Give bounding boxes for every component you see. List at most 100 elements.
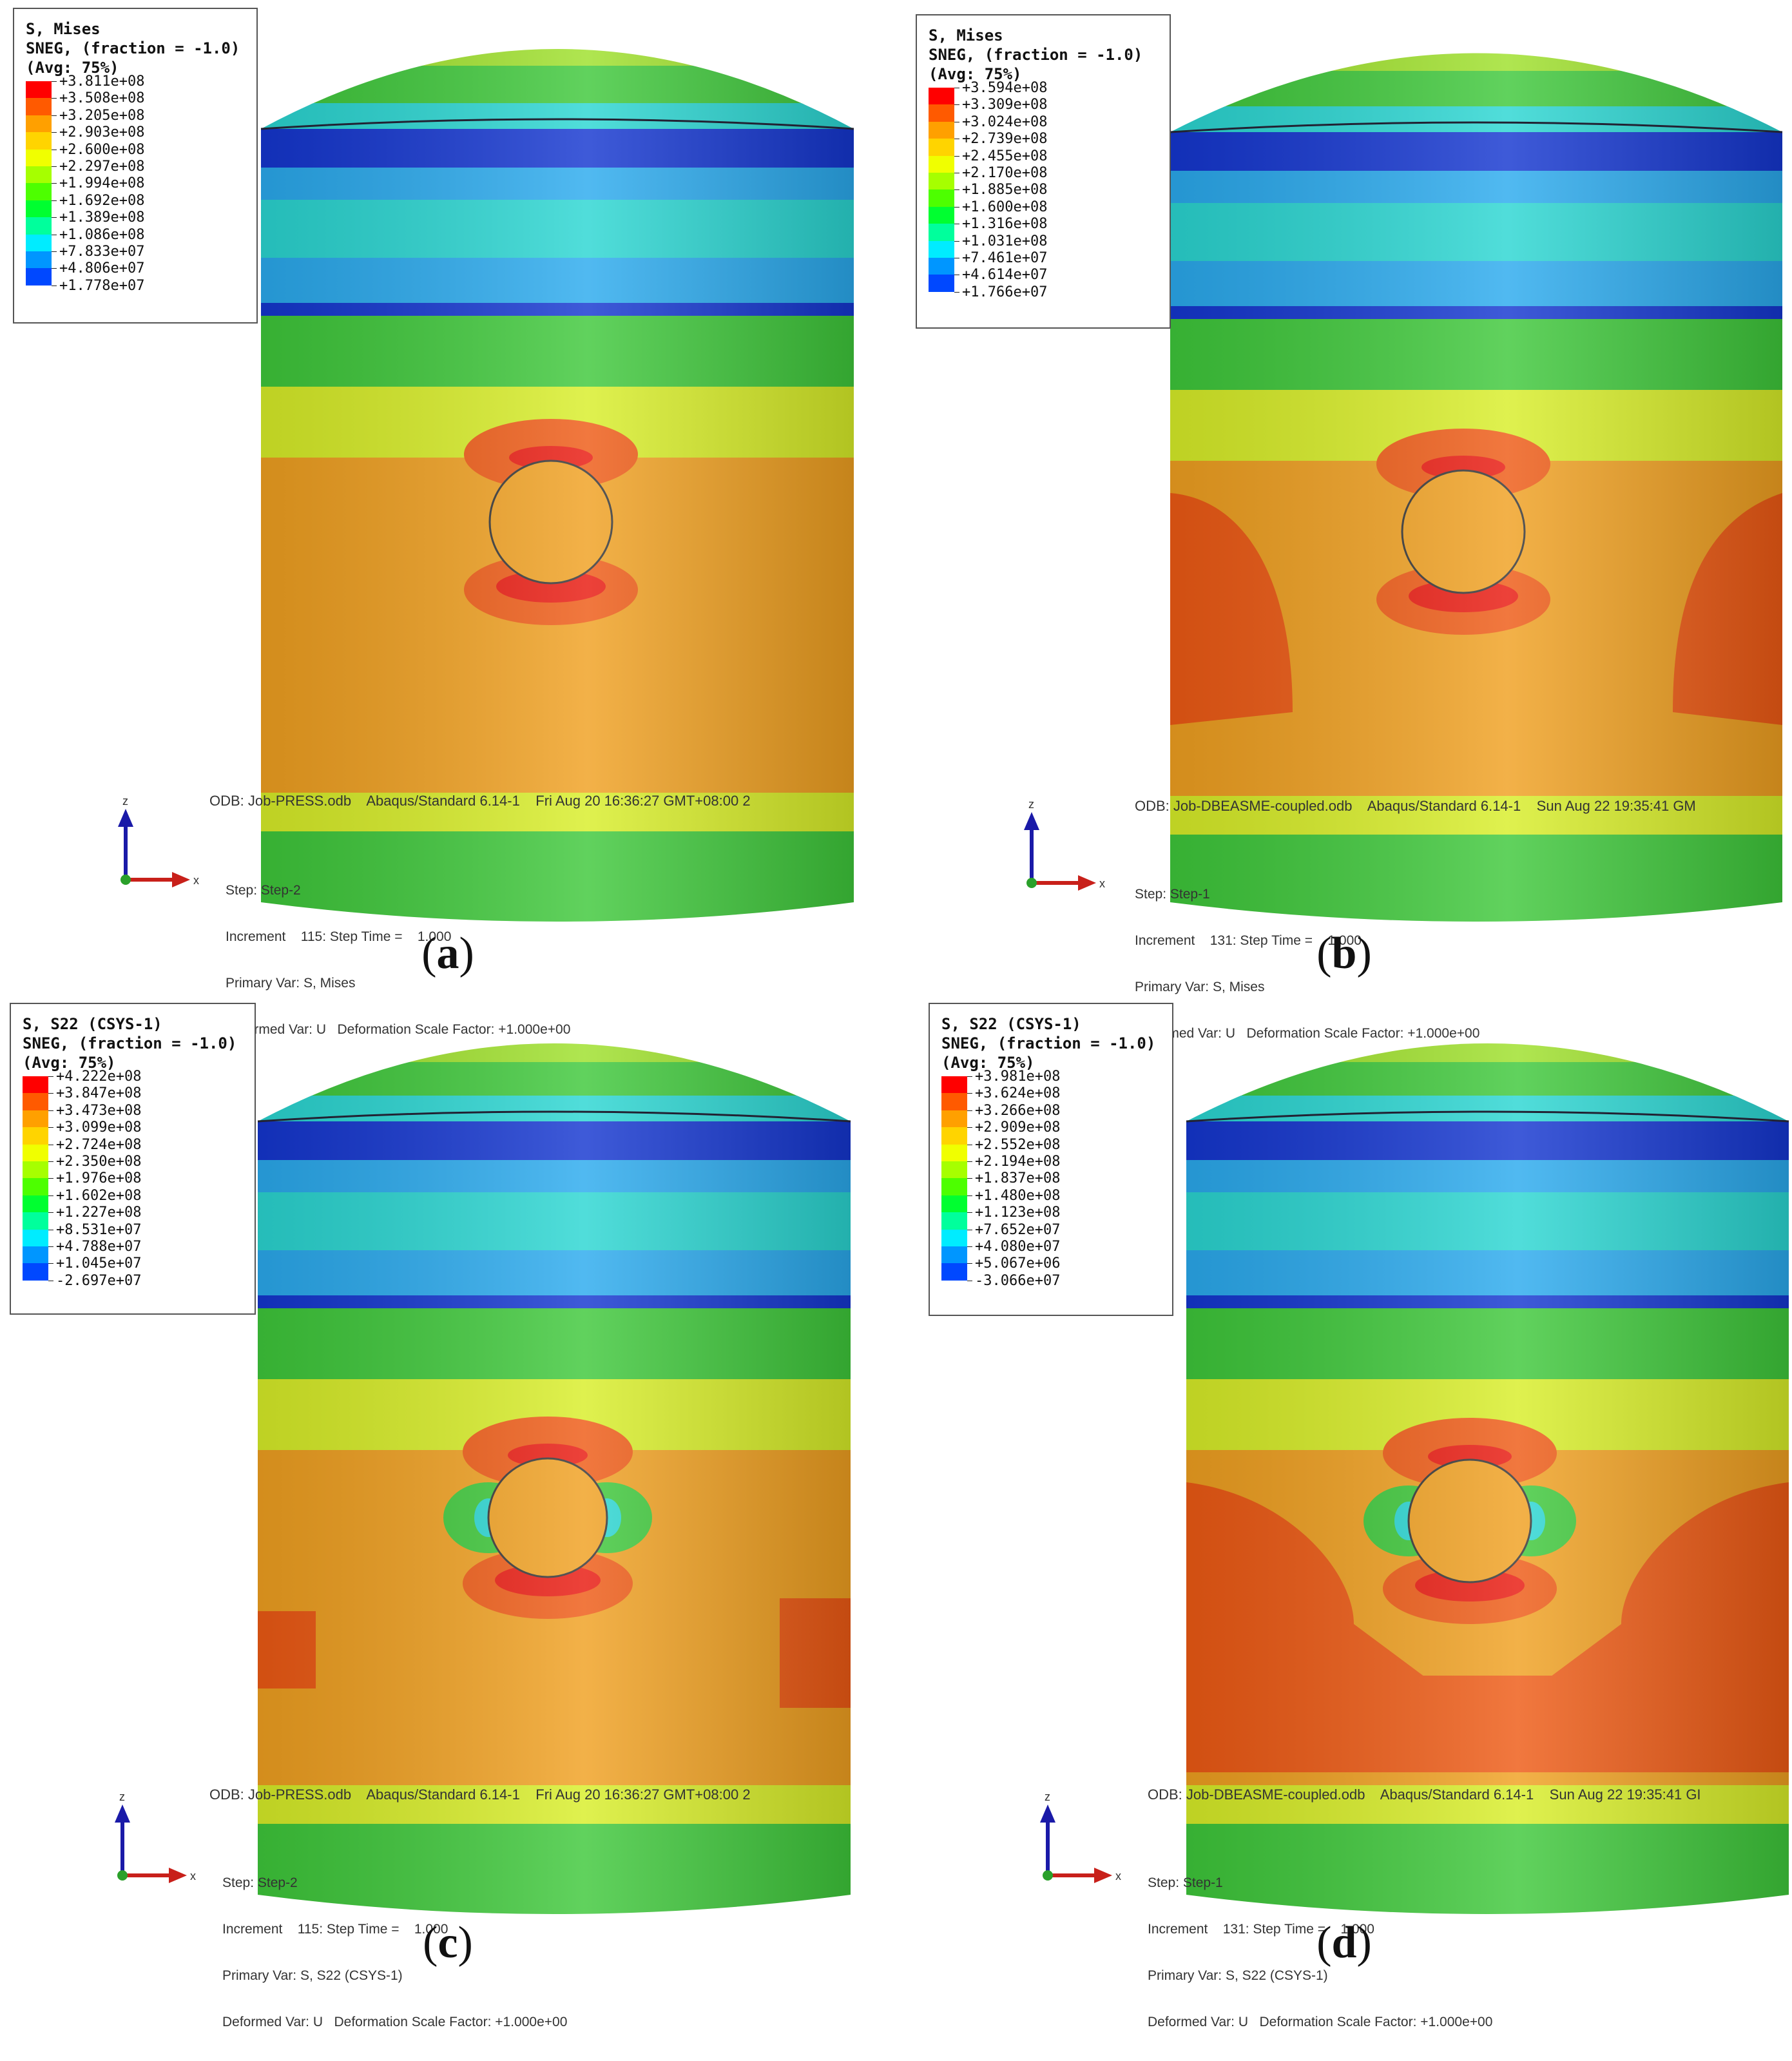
legend-row: +5.067e+06 [941, 1257, 1161, 1281]
legend-row: +2.297e+08 [26, 159, 245, 184]
odb-info: ODB: Job-DBEASME-coupled.odb Abaqus/Stan… [1148, 1786, 1701, 1803]
legend-c: S, S22 (CSYS-1) SNEG, (fraction = -1.0) … [10, 1003, 256, 1315]
step-line: Increment 131: Step Time = 1.000 [1135, 933, 1362, 948]
legend-tick [52, 132, 57, 133]
legend-swatch [941, 1110, 967, 1128]
legend-tick [52, 200, 57, 201]
legend-row: +8.531e+07 [23, 1223, 243, 1246]
legend-row: +2.909e+08 [941, 1121, 1161, 1145]
legend-swatch [23, 1144, 48, 1161]
legend-value: +3.024e+08 [962, 113, 1048, 130]
legend-swatch [23, 1263, 48, 1281]
legend-swatch [929, 206, 954, 224]
legend-row: +3.594e+08 [929, 81, 1158, 105]
legend-row: +2.455e+08 [929, 149, 1158, 173]
legend-tick [967, 1127, 972, 1128]
legend-row: +3.205e+08 [26, 108, 245, 133]
legend-tick [48, 1161, 53, 1162]
legend-swatch [941, 1195, 967, 1213]
step-line: Primary Var: S, Mises [1135, 980, 1265, 994]
legend-value: +3.624e+08 [975, 1085, 1061, 1102]
legend-value: +3.847e+08 [56, 1085, 142, 1102]
legend-row: +2.194e+08 [941, 1154, 1161, 1179]
legend-swatch [23, 1229, 48, 1246]
legend-value: +3.473e+08 [56, 1102, 142, 1119]
axis-label-x: x [1099, 877, 1105, 890]
step-line: Increment 115: Step Time = 1.000 [226, 929, 452, 944]
contour-plot-b [1170, 53, 1783, 922]
legend-tick [52, 98, 57, 99]
legend-value: +3.309e+08 [962, 97, 1048, 113]
legend-tick [954, 155, 959, 157]
shading [261, 49, 854, 922]
tank-body [258, 1043, 851, 1914]
legend-row: +4.080e+07 [941, 1239, 1161, 1264]
legend-row: +1.316e+08 [929, 217, 1158, 241]
legend-value: +1.389e+08 [59, 209, 145, 226]
step-line: Increment 115: Step Time = 1.000 [222, 1922, 448, 1937]
legend-value: +3.594e+08 [962, 80, 1048, 96]
legend-value: +2.455e+08 [962, 148, 1048, 164]
shading [1170, 53, 1782, 922]
axis-label-x: x [193, 874, 199, 887]
dome-seam [257, 1110, 851, 1123]
legend-swatch [23, 1093, 48, 1110]
legend-swatch [941, 1093, 967, 1110]
legend-swatch [929, 172, 954, 190]
legend-swatch [23, 1161, 48, 1179]
legend-swatch [23, 1178, 48, 1195]
legend-subtitle: SNEG, (fraction = -1.0) [26, 39, 240, 57]
legend-value: +4.080e+07 [975, 1238, 1061, 1255]
legend-value: +2.170e+08 [962, 164, 1048, 181]
legend-swatch [941, 1263, 967, 1281]
tank-body [1170, 53, 1782, 922]
legend-b: S, Mises SNEG, (fraction = -1.0) (Avg: 7… [916, 14, 1171, 329]
legend-row: +1.031e+08 [929, 234, 1158, 258]
legend-rows: +4.222e+08 +3.847e+08 +3.473e+08 +3.099e+08… [23, 1070, 243, 1297]
legend-value: +1.480e+08 [975, 1187, 1061, 1204]
legend-value: +1.600e+08 [962, 198, 1048, 215]
legend-tick [967, 1246, 972, 1247]
legend-swatch [929, 104, 954, 122]
legend-value: +1.692e+08 [59, 192, 145, 209]
caption-a: (a) [421, 929, 474, 978]
legend-row: +4.614e+07 [929, 268, 1158, 292]
legend-row: +2.739e+08 [929, 132, 1158, 156]
legend-row: +1.885e+08 [929, 183, 1158, 207]
dome-seam [260, 118, 854, 130]
step-line: Deformed Var: U Deformation Scale Factor… [222, 2015, 568, 2029]
legend-title: S, Mises [929, 26, 1003, 44]
shading [258, 1043, 851, 1914]
legend-swatch [941, 1212, 967, 1230]
legend-value: +2.724e+08 [56, 1136, 142, 1153]
legend-row: +3.309e+08 [929, 98, 1158, 122]
legend-value: +1.837e+08 [975, 1170, 1061, 1187]
axis-label-z: z [119, 1792, 125, 1803]
legend-tick [48, 1195, 53, 1196]
legend-row: +7.461e+07 [929, 251, 1158, 275]
legend-row: +2.170e+08 [929, 166, 1158, 190]
legend-swatch [23, 1195, 48, 1213]
legend-swatch [26, 217, 52, 235]
legend-row: +2.600e+08 [26, 142, 245, 166]
legend-value: +3.508e+08 [59, 90, 145, 107]
legend-value: +2.552e+08 [975, 1136, 1061, 1153]
axis-label-x: x [190, 1870, 196, 1882]
contour-plot-d [1186, 1043, 1789, 1914]
legend-row: +4.222e+08 [23, 1070, 243, 1094]
legend-tick [967, 1263, 972, 1264]
legend-tick [52, 166, 57, 167]
legend-row: +1.227e+08 [23, 1206, 243, 1230]
legend-tick [48, 1263, 53, 1264]
legend-rows: +3.811e+08 +3.508e+08 +3.205e+08 +2.903e+08… [26, 75, 245, 302]
legend-swatch [941, 1246, 967, 1264]
legend-row: +7.833e+07 [26, 244, 245, 269]
tank-body [261, 49, 854, 922]
legend-value: +4.222e+08 [56, 1069, 142, 1085]
legend-row: -2.697e+07 [23, 1273, 243, 1297]
legend-tick [954, 291, 959, 293]
legend-swatch [941, 1161, 967, 1179]
legend-swatch [941, 1127, 967, 1145]
step-line: Step: Step-2 [226, 883, 301, 898]
legend-row: +3.473e+08 [23, 1103, 243, 1128]
